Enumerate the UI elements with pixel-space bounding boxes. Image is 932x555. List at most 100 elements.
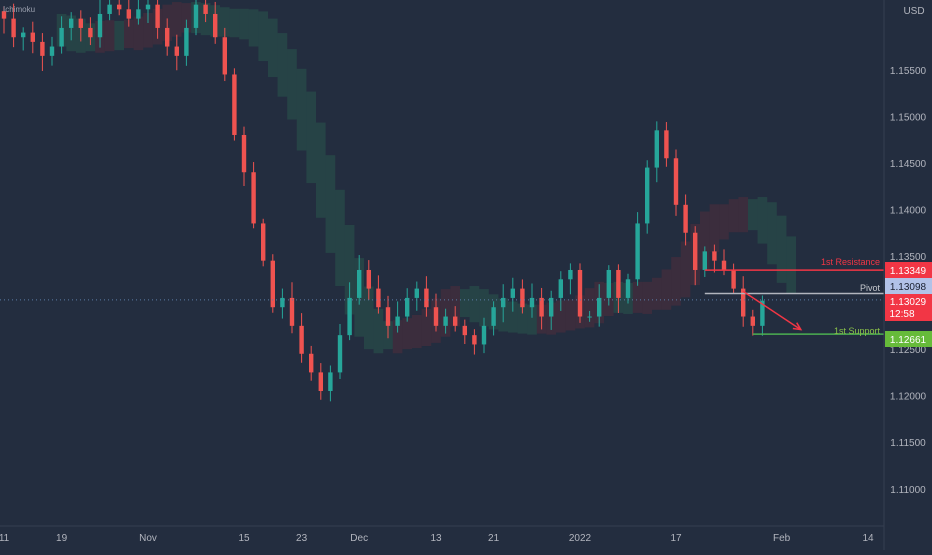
projection-arrow-head	[792, 322, 803, 331]
candle-body	[520, 288, 525, 308]
cloud-segment	[642, 281, 652, 314]
candle-body	[549, 297, 554, 317]
time-tick: 13	[430, 533, 442, 544]
cloud-segment	[527, 304, 537, 335]
candle-body	[241, 134, 247, 173]
candle-body	[760, 300, 765, 326]
candle-body	[741, 288, 746, 317]
time-axis[interactable]: 11 19 Nov 15 23 Dec 13 21 2022 17 Feb 14	[0, 533, 874, 544]
candle-body	[414, 288, 419, 298]
cloud-segment	[143, 12, 153, 48]
candle-body	[539, 297, 544, 317]
candle-body	[251, 172, 256, 224]
cloud-segment	[709, 204, 720, 252]
indicator-label[interactable]: Ichimoku	[3, 5, 35, 14]
candle-body	[126, 9, 131, 19]
candle-body	[213, 13, 218, 38]
candle-body	[328, 372, 333, 392]
cloud-segment	[556, 300, 566, 333]
candle-body	[107, 4, 112, 14]
cloud-segment	[316, 122, 326, 218]
resistance-label: 1st Resistance	[821, 257, 880, 267]
candle-body	[501, 297, 506, 308]
cloud-segment	[239, 8, 249, 40]
candle-body	[289, 297, 295, 326]
candle-body	[702, 251, 707, 270]
support-price-badge: 1.12661	[885, 331, 932, 347]
support-label: 1st Support	[834, 326, 881, 336]
current-price: 1.13029	[890, 297, 927, 308]
candle-body	[318, 372, 323, 392]
price-axis[interactable]: 1.15500 1.15000 1.14500 1.14000 1.13500 1.125…	[890, 66, 927, 496]
pivot-price-badge: 1.13098	[885, 278, 932, 294]
cloud-segment	[767, 202, 777, 265]
candle-body	[97, 13, 103, 38]
candle-body	[385, 307, 391, 326]
candle-body	[136, 9, 141, 19]
candle-body	[261, 223, 266, 261]
cloud-segment	[652, 277, 662, 310]
levels-layer	[0, 269, 884, 335]
cloud-segment	[508, 301, 518, 333]
candle-body	[222, 37, 227, 75]
candle-body	[270, 260, 275, 308]
candle-body	[155, 4, 160, 28]
candle-body	[337, 335, 343, 373]
cloud-segment	[229, 8, 240, 38]
currency-label: USD	[903, 6, 924, 17]
candle-body	[405, 297, 410, 317]
cloud-segment	[220, 7, 230, 37]
cloud-segment	[517, 303, 528, 334]
candle-body	[510, 288, 515, 298]
candle-body	[299, 325, 304, 354]
candle-body	[606, 269, 611, 298]
cloud-segment	[719, 204, 729, 240]
candle-body	[462, 325, 467, 336]
candle-body	[721, 260, 727, 270]
cloud-segment	[661, 269, 672, 310]
cloud-segment	[421, 308, 432, 347]
cloud-segment	[258, 11, 268, 62]
candle-body	[597, 297, 602, 317]
candle-body	[491, 307, 496, 326]
time-tick: Dec	[350, 533, 368, 544]
time-tick: 11	[0, 533, 10, 544]
price-tick: 1.12000	[890, 392, 927, 403]
cloud-segment	[287, 49, 297, 120]
candle-body	[88, 27, 93, 38]
candle-body	[635, 223, 640, 280]
price-tick: 1.15000	[890, 112, 927, 123]
time-tick: 23	[296, 533, 308, 544]
cloud-segment	[700, 211, 710, 270]
cloud-segment	[565, 299, 576, 331]
candle-body	[693, 232, 698, 270]
cloud-segment	[172, 2, 182, 37]
candle-body	[232, 74, 237, 135]
cloud-segment	[479, 289, 489, 327]
cloud-segment	[469, 286, 480, 323]
candles-layer	[1, 0, 765, 402]
pivot-label: Pivot	[860, 283, 881, 293]
candle-body	[40, 41, 45, 56]
candle-body	[472, 335, 477, 345]
candle-body	[645, 167, 650, 224]
projection-arrow[interactable]	[742, 290, 802, 331]
candle-body	[30, 32, 35, 42]
candle-body	[664, 130, 669, 159]
cloud-segment	[412, 314, 422, 349]
resistance-price: 1.13349	[890, 266, 927, 277]
candle-body	[683, 204, 688, 233]
candle-body	[376, 288, 381, 308]
price-tick: 1.11000	[890, 485, 926, 496]
candle-body	[184, 27, 189, 56]
candle-body	[424, 288, 429, 308]
candle-body	[558, 279, 563, 298]
candle-body	[174, 46, 179, 56]
cloud-segment	[325, 155, 336, 253]
candle-body	[731, 269, 736, 289]
candle-body	[577, 269, 583, 317]
price-tick: 1.12500	[890, 345, 927, 356]
cloud-segment	[786, 236, 796, 294]
